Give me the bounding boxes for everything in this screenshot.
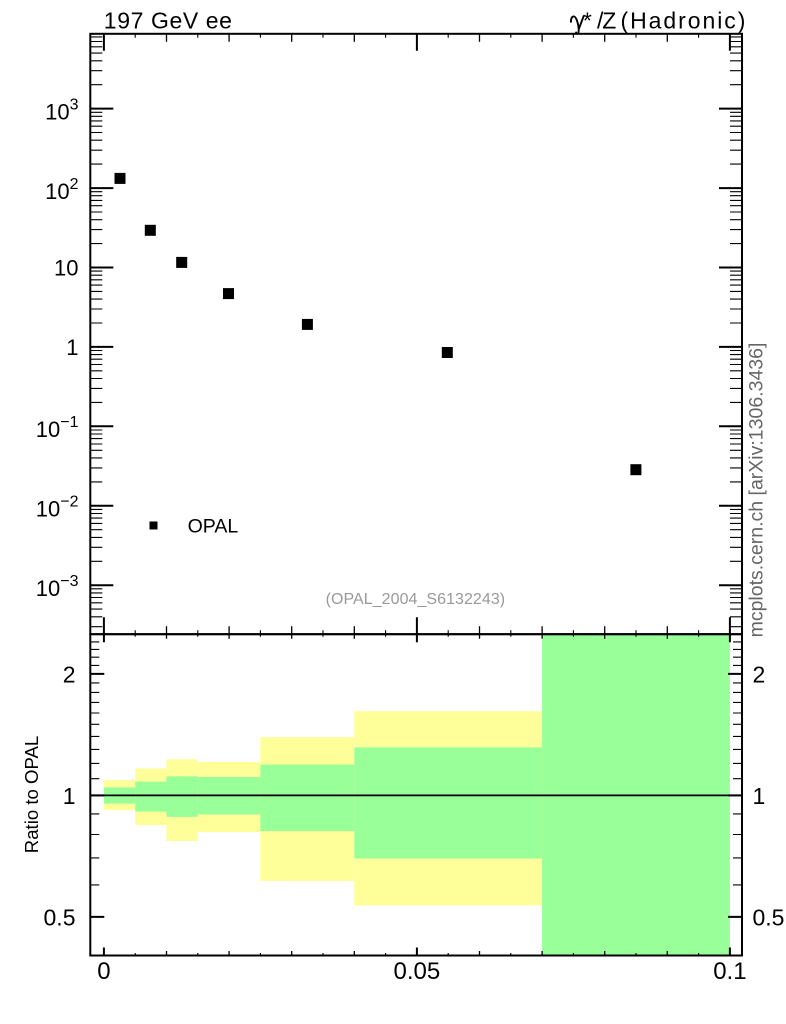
svg-text:197 GeV ee: 197 GeV ee	[104, 7, 233, 33]
svg-text:0: 0	[97, 958, 110, 985]
svg-text:mcplots.cern.ch [arXiv:1306.34: mcplots.cern.ch [arXiv:1306.3436]	[746, 343, 768, 638]
svg-text:2: 2	[753, 662, 766, 688]
svg-text:10−1: 10−1	[36, 414, 79, 442]
svg-text:(OPAL_2004_S6132243): (OPAL_2004_S6132243)	[326, 591, 506, 608]
svg-text:0.05: 0.05	[394, 958, 441, 985]
svg-text:0.5: 0.5	[44, 905, 76, 931]
svg-text:1: 1	[63, 783, 76, 809]
svg-text:1: 1	[753, 783, 766, 809]
svg-text:Ratio to OPAL: Ratio to OPAL	[21, 736, 42, 853]
svg-text:10: 10	[54, 256, 78, 281]
svg-text:*/Z (Hadronic): */Z (Hadronic)	[583, 7, 747, 33]
svg-text:OPAL: OPAL	[188, 515, 239, 537]
svg-text:1: 1	[66, 335, 78, 360]
svg-text:0.1: 0.1	[713, 958, 746, 985]
svg-text:2: 2	[63, 662, 76, 688]
svg-text:0.5: 0.5	[753, 905, 785, 931]
